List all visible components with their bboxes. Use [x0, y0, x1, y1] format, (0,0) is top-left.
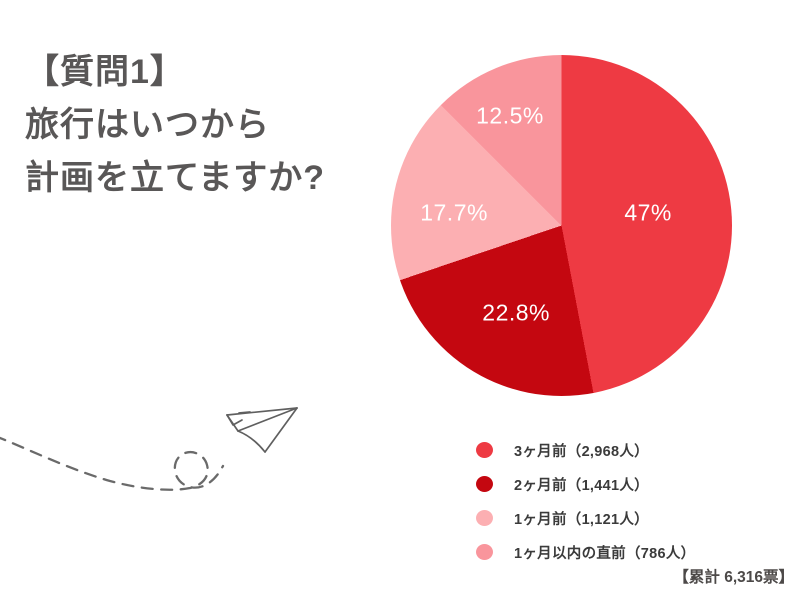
legend-item-justbefore: 1ヶ月以内の直前（786人）: [476, 543, 696, 562]
pie-slice-label-1month: 17.7%: [420, 199, 488, 226]
pie-slice-label-justbefore: 12.5%: [476, 102, 544, 129]
legend-dot-3months: [476, 442, 493, 458]
legend-label-1month: 1ヶ月前（1,121人）: [514, 511, 649, 528]
paper-plane-icon: [226, 407, 298, 453]
question-title-line-1: 【質問1】: [25, 53, 185, 91]
legend-label-justbefore: 1ヶ月以内の直前（786人）: [514, 545, 696, 562]
pie-slice-label-2months: 22.8%: [482, 299, 550, 326]
legend-dot-justbefore: [476, 544, 493, 560]
legend-item-1month: 1ヶ月前（1,121人）: [476, 509, 695, 528]
legend-label-2months: 2ヶ月前（1,441人）: [514, 477, 649, 494]
question-title-line-2: 旅行はいつから: [25, 106, 270, 144]
legend-dot-1month: [476, 510, 493, 526]
pie-chart: 47% 22.8% 17.7% 12.5%: [391, 55, 732, 396]
question-title: 【質問1】 旅行はいつから 計画を立てますか?: [25, 46, 325, 205]
dashed-flight-path: [0, 436, 225, 491]
legend-item-2months: 2ヶ月前（1,441人）: [476, 475, 695, 494]
legend: 3ヶ月前（2,968人） 2ヶ月前（1,441人） 1ヶ月前（1,121人） 1…: [476, 441, 695, 577]
total-votes-label: 【累計 6,316票】: [673, 569, 794, 586]
paper-plane-doodle: [0, 407, 298, 491]
pie-slice-label-3months: 47%: [624, 199, 672, 226]
legend-dot-2months: [476, 476, 493, 492]
legend-item-3months: 3ヶ月前（2,968人）: [476, 441, 695, 460]
legend-label-3months: 3ヶ月前（2,968人）: [514, 443, 649, 460]
question-title-line-3: 計画を立てますか?: [25, 159, 326, 197]
